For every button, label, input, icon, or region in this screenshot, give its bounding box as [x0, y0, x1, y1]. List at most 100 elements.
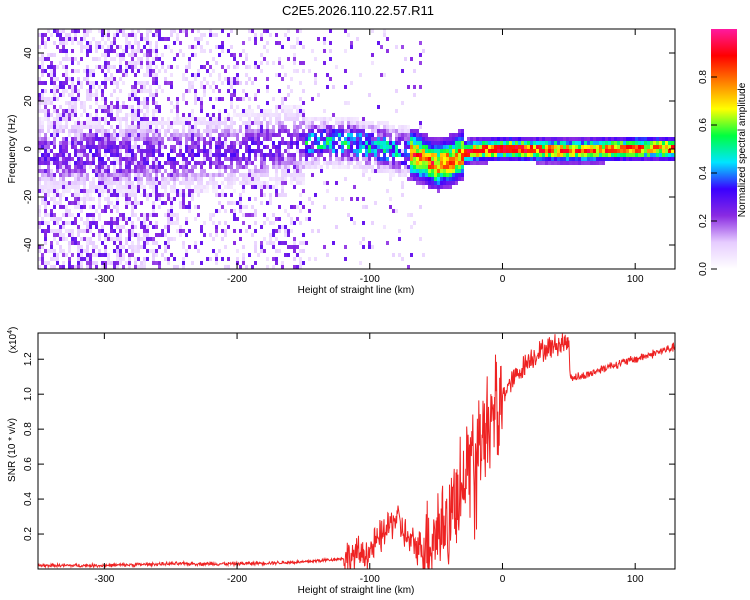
- heatmap-cell: [89, 117, 92, 121]
- heatmap-cell: [38, 81, 41, 85]
- heatmap-cell: [284, 209, 287, 213]
- heatmap-cell: [278, 57, 281, 61]
- heatmap-cell: [143, 45, 146, 49]
- heatmap-cell: [95, 185, 98, 189]
- heatmap-cell: [170, 73, 173, 77]
- heatmap-cell: [146, 65, 149, 69]
- heatmap-cell: [227, 201, 230, 205]
- heatmap-cell: [209, 153, 212, 157]
- heatmap-cell: [317, 145, 320, 149]
- heatmap-cell: [410, 129, 413, 133]
- heatmap-cell: [113, 157, 116, 161]
- heatmap-cell: [185, 205, 188, 209]
- heatmap-cell: [236, 249, 239, 253]
- heatmap-cell: [287, 149, 290, 153]
- heatmap-cell: [272, 233, 275, 237]
- heatmap-cell: [386, 37, 389, 41]
- heatmap-cell: [146, 105, 149, 109]
- heatmap-cell: [221, 65, 224, 69]
- heatmap-cell: [518, 141, 521, 145]
- heatmap-cell: [137, 113, 140, 117]
- heatmap-cell: [413, 177, 416, 181]
- heatmap-cell: [77, 81, 80, 85]
- heatmap-cell: [392, 165, 395, 169]
- heatmap-cell: [440, 137, 443, 141]
- snr-xlabel: Height of straight line (km): [298, 585, 415, 596]
- heatmap-cell: [245, 229, 248, 233]
- heatmap-cell: [353, 149, 356, 153]
- heatmap-cell: [38, 221, 41, 225]
- heatmap-cell: [317, 37, 320, 41]
- heatmap-cell: [158, 181, 161, 185]
- heatmap-cell: [599, 141, 602, 145]
- heatmap-cell: [404, 125, 407, 129]
- heatmap-cell: [446, 169, 449, 173]
- heatmap-cell: [77, 41, 80, 45]
- heatmap-cell: [320, 125, 323, 129]
- heatmap-cell: [59, 249, 62, 253]
- heatmap-cell: [137, 145, 140, 149]
- heatmap-cell: [344, 137, 347, 141]
- heatmap-cell: [284, 225, 287, 229]
- heatmap-cell: [203, 117, 206, 121]
- heatmap-cell: [215, 97, 218, 101]
- heatmap-cell: [74, 69, 77, 73]
- heatmap-cell: [230, 193, 233, 197]
- heatmap-cell: [65, 181, 68, 185]
- heatmap-cell: [146, 129, 149, 133]
- heatmap-cell: [272, 61, 275, 65]
- heatmap-cell: [431, 137, 434, 141]
- heatmap-cell: [224, 221, 227, 225]
- heatmap-cell: [68, 109, 71, 113]
- heatmap-cell: [242, 157, 245, 161]
- heatmap-cell: [62, 73, 65, 77]
- heatmap-cell: [41, 145, 44, 149]
- heatmap-cell: [566, 149, 569, 153]
- heatmap-cell: [197, 213, 200, 217]
- heatmap-cell: [296, 177, 299, 181]
- heatmap-cell: [170, 157, 173, 161]
- heatmap-cell: [254, 181, 257, 185]
- heatmap-cell: [395, 109, 398, 113]
- heatmap-cell: [86, 69, 89, 73]
- heatmap-cell: [287, 245, 290, 249]
- heatmap-cell: [182, 165, 185, 169]
- heatmap-cell: [446, 185, 449, 189]
- heatmap-cell: [281, 261, 284, 265]
- heatmap-cell: [362, 125, 365, 129]
- heatmap-cell: [41, 245, 44, 249]
- heatmap-cell: [182, 77, 185, 81]
- heatmap-cell: [506, 137, 509, 141]
- heatmap-cell: [290, 109, 293, 113]
- heatmap-cell: [77, 213, 80, 217]
- heatmap-cell: [191, 81, 194, 85]
- heatmap-cell: [323, 49, 326, 53]
- heatmap-cell: [647, 149, 650, 153]
- heatmap-cell: [215, 233, 218, 237]
- heatmap-cell: [152, 97, 155, 101]
- heatmap-cell: [74, 165, 77, 169]
- heatmap-cell: [488, 149, 491, 153]
- heatmap-cell: [197, 205, 200, 209]
- heatmap-cell: [644, 137, 647, 141]
- heatmap-cell: [461, 157, 464, 161]
- heatmap-cell: [371, 145, 374, 149]
- heatmap-cell: [611, 141, 614, 145]
- heatmap-cell: [47, 117, 50, 121]
- heatmap-cell: [185, 177, 188, 181]
- heatmap-cell: [281, 225, 284, 229]
- heatmap-cell: [98, 173, 101, 177]
- heatmap-cell: [104, 237, 107, 241]
- heatmap-cell: [275, 73, 278, 77]
- heatmap-cell: [155, 197, 158, 201]
- heatmap-cell: [266, 41, 269, 45]
- heatmap-cell: [248, 177, 251, 181]
- heatmap-cell: [98, 217, 101, 221]
- heatmap-cell: [101, 65, 104, 69]
- heatmap-cell: [203, 49, 206, 53]
- heatmap-cell: [101, 53, 104, 57]
- heatmap-cell: [512, 141, 515, 145]
- heatmap-cell: [104, 181, 107, 185]
- heatmap-cell: [65, 37, 68, 41]
- heatmap-cell: [95, 209, 98, 213]
